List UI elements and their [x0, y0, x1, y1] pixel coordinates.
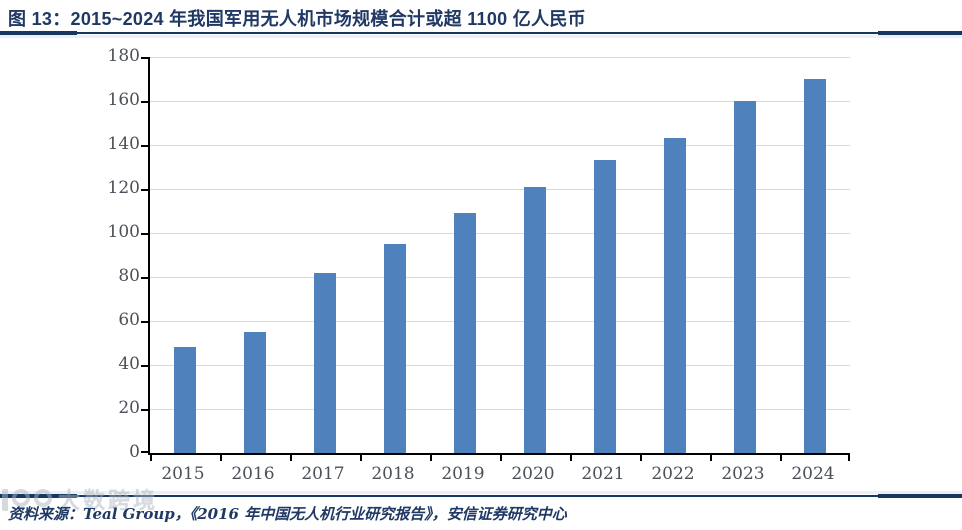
bar-2020	[524, 187, 546, 453]
x-tick-8	[710, 453, 712, 461]
divider-cap-right	[878, 494, 962, 498]
y-tick-20	[141, 409, 149, 411]
x-axis-label-2023: 2023	[721, 464, 765, 484]
x-axis-label-2021: 2021	[581, 464, 625, 484]
bar-2023	[734, 101, 756, 453]
bar-2024	[804, 79, 826, 453]
y-axis-label-100: 100	[107, 222, 140, 242]
x-axis-label-2019: 2019	[441, 464, 485, 484]
divider-rule	[77, 495, 878, 497]
divider-tint	[0, 491, 962, 494]
gridline-80	[150, 276, 850, 278]
y-tick-100	[141, 233, 149, 235]
x-tick-0	[150, 453, 152, 461]
y-tick-180	[141, 57, 149, 59]
gridline-120	[150, 188, 850, 190]
footer-divider	[0, 491, 962, 501]
divider-cap-right	[878, 31, 962, 35]
y-tick-160	[141, 101, 149, 103]
y-tick-40	[141, 365, 149, 367]
bar-2016	[244, 332, 266, 453]
x-axis-label-2024: 2024	[791, 464, 835, 484]
x-tick-9	[780, 453, 782, 461]
x-tick-1	[220, 453, 222, 461]
y-tick-0	[141, 451, 149, 453]
divider-rule	[77, 32, 878, 34]
x-tick-5	[500, 453, 502, 461]
gridline-140	[150, 144, 850, 146]
bar-2018	[384, 244, 406, 453]
bar-2021	[594, 160, 616, 453]
x-axis-label-2016: 2016	[231, 464, 275, 484]
y-tick-120	[141, 189, 149, 191]
gridline-20	[150, 408, 850, 410]
x-axis-label-2018: 2018	[371, 464, 415, 484]
source-attribution: 资料来源：Teal Group，《2016 年中国无人机行业研究报告》，安信证券…	[8, 505, 567, 523]
x-tick-4	[430, 453, 432, 461]
y-axis-label-160: 160	[107, 90, 140, 110]
gridline-40	[150, 364, 850, 366]
gridline-100	[150, 232, 850, 234]
figure-title: 图 13：2015~2024 年我国军用无人机市场规模合计或超 1100 亿人民…	[8, 9, 586, 29]
y-axis-label-120: 120	[107, 178, 140, 198]
x-tick-6	[570, 453, 572, 461]
y-tick-80	[141, 277, 149, 279]
x-tick-7	[640, 453, 642, 461]
gridline-180	[150, 56, 850, 58]
x-axis-label-2015: 2015	[161, 464, 205, 484]
x-axis-label-2022: 2022	[651, 464, 695, 484]
y-axis-label-140: 140	[107, 134, 140, 154]
y-tick-60	[141, 321, 149, 323]
y-axis-label-80: 80	[118, 266, 140, 286]
x-axis-label-2020: 2020	[511, 464, 555, 484]
x-tick-2	[290, 453, 292, 461]
x-tick-3	[360, 453, 362, 461]
y-axis-label-60: 60	[118, 310, 140, 330]
y-axis-label-180: 180	[107, 46, 140, 66]
plot-area	[141, 56, 850, 461]
y-axis-label-20: 20	[118, 398, 140, 418]
x-axis-label-2017: 2017	[301, 464, 345, 484]
gridline-160	[150, 100, 850, 102]
title-divider	[0, 31, 962, 38]
y-axis-label-0: 0	[129, 442, 140, 462]
divider-tint	[0, 35, 962, 38]
bar-2017	[314, 273, 336, 453]
bar-2019	[454, 213, 476, 453]
divider-cap-left	[0, 494, 77, 498]
bar-2015	[174, 347, 196, 453]
bar-2022	[664, 138, 686, 453]
divider-cap-left	[0, 31, 77, 35]
y-axis-label-40: 40	[118, 354, 140, 374]
gridline-60	[150, 320, 850, 322]
x-tick-10	[848, 453, 850, 461]
y-tick-140	[141, 145, 149, 147]
